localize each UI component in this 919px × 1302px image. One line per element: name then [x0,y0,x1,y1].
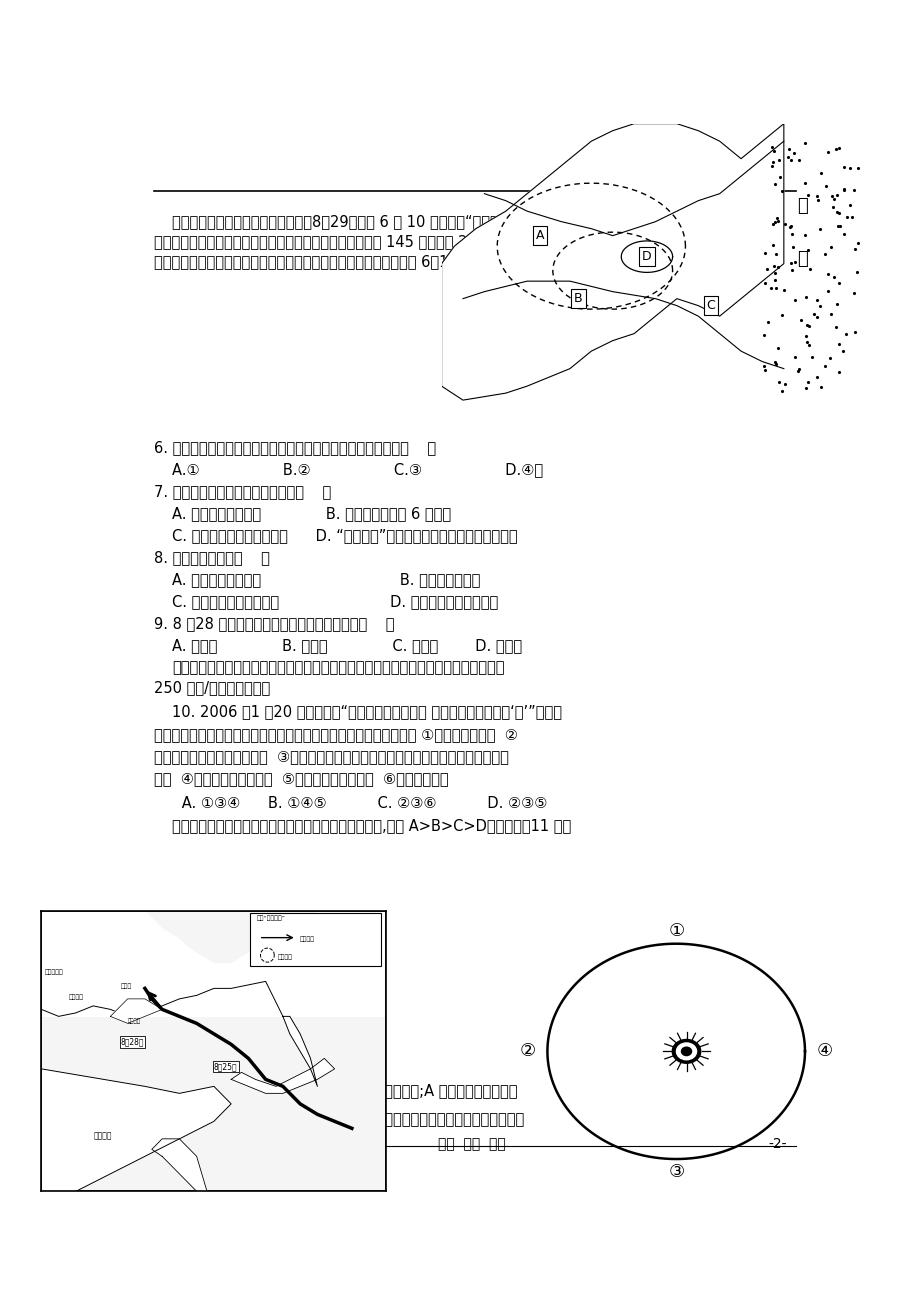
Text: C: C [706,299,715,312]
Text: 奥比尔: 奥比尔 [120,984,131,990]
Text: ③: ③ [667,1163,684,1181]
Polygon shape [110,999,162,1023]
Text: -2-: -2- [768,1137,787,1151]
Text: ④: ④ [815,1043,832,1060]
Text: 易斯安那州新奥尔良市的数个居民区，造成重大人员伤亡。据此回筍 6－10 题。: 易斯安那州新奥尔良市的数个居民区，造成重大人员伤亡。据此回筍 6－10 题。 [154,254,480,270]
Text: 密西西比河: 密西西比河 [45,970,63,975]
Text: 墨西哥湾: 墨西哥湾 [93,1131,111,1141]
Text: 用心  爱心  专心: 用心 爱心 专心 [437,1137,505,1151]
Text: A. 东北风              B. 东南风              C. 西南风        D. 西北风: A. 东北风 B. 东南风 C. 西南风 D. 西北风 [172,638,522,654]
Text: 新奥尔良: 新奥尔良 [69,995,84,1000]
Text: 8月25日: 8月25日 [213,1062,237,1070]
Polygon shape [283,1017,317,1086]
Text: A. 该地区最大的潮汐                              B. 严重的大气污染: A. 该地区最大的潮汐 B. 严重的大气污染 [172,573,480,587]
Text: 和潮是指沿海地区海水通过河流或其他渠道倒流进内陆区域后，水中的盐分达到或超过: 和潮是指沿海地区海水通过河流或其他渠道倒流进内陆区域后，水中的盐分达到或超过 [172,660,504,676]
Circle shape [675,1043,696,1060]
Text: D. 寒潮: D. 寒潮 [154,1029,210,1043]
FancyBboxPatch shape [250,913,380,966]
Text: 图中等値线反映了某地区多年粮食平均单产的分布情况,其中 A>B>C>D。读图完戕11 题。: 图中等値线反映了某地区多年粮食平均单产的分布情况,其中 A>B>C>D。读图完戕… [172,818,571,833]
Text: A: A [535,229,544,242]
Text: 报道了珠江受严重和潮威胁。以下描述中，可成为珠江和潮成因的是 ①南粤大地的干旱  ②: 报道了珠江受严重和潮威胁。以下描述中，可成为珠江和潮成因的是 ①南粤大地的干旱 … [154,727,517,742]
Text: 珠江流域内水库下泄流量增加  ③全球工业生产排放出大量的温室气体以及森林植被的逐渐: 珠江流域内水库下泄流量增加 ③全球工业生产排放出大量的温室气体以及森林植被的逐渐 [154,749,508,764]
Polygon shape [41,1069,231,1191]
Text: 7. 下列关于飙风的叙述，正确的是（    ）: 7. 下列关于飙风的叙述，正确的是（ ） [154,484,331,499]
Text: 湤: 湤 [796,197,807,215]
Text: A. ①③④      B. ①④⑤           C. ②③⑥           D. ②③⑤: A. ①③④ B. ①④⑤ C. ②③⑥ D. ②③⑤ [154,796,547,811]
Text: D: D [641,250,651,263]
Text: 10. 2006 年1 月20 日，某报以“珠三角和潮敏响警钟 水资源大省竟然也叫‘渴’”为题，: 10. 2006 年1 月20 日，某报以“珠三角和潮敏响警钟 水资源大省竟然也… [172,704,562,720]
Text: 8月28日: 8月28日 [120,1038,144,1047]
Text: 据美国全国广播公司报道，当地时间8月29日清晨 6 时 10 分，飙风“卡特里娜”裹胁狂: 据美国全国广播公司报道，当地时间8月29日清晨 6 时 10 分，飙风“卡特里娜… [172,215,540,229]
Polygon shape [441,124,783,400]
Polygon shape [41,911,386,1017]
Text: 恢复  ④天文潮水的顶托作用  ⑤珠江流域内用水量大  ⑥离岸风的吹拂: 恢复 ④天文潮水的顶托作用 ⑤珠江流域内用水量大 ⑥离岸风的吹拂 [154,771,448,786]
Text: A.①                  B.②                  C.③                  D.④点: A.① B.② C.③ D.④点 [172,462,542,477]
Text: B. 泥石流: B. 泥石流 [154,984,218,1000]
Text: 危险区域: 危险区域 [278,954,292,960]
Text: A. 致灾因子强度: A. 致灾因子强度 [154,1074,244,1090]
Text: 250 毫克/升的自然灾害。: 250 毫克/升的自然灾害。 [154,681,270,695]
Text: B. 人类伤亡和财产损失的数量: B. 人类伤亡和财产损失的数量 [154,1096,297,1112]
Text: 飙风“卡特里娜”: 飙风“卡特里娜” [256,915,286,921]
Circle shape [681,1047,691,1056]
Circle shape [672,1039,700,1064]
Text: 6. 该飙风登陆美国时，地球在公转轨道上的位置接近右图中的（    ）: 6. 该飙风登陆美国时，地球在公转轨道上的位置接近右图中的（ ） [154,440,436,454]
Text: 飙风路径: 飙风路径 [300,936,315,943]
Text: 风暴雨在美国墨西哥湾沿岸登陆，登陆时风速达到了每小时 145 英里（约 233 千米），淨没路: 风暴雨在美国墨西哥湾沿岸登陆，登陆时风速达到了每小时 145 英里（约 233 … [154,234,551,250]
Polygon shape [152,1139,207,1191]
Text: B: B [573,292,582,305]
Polygon shape [231,1059,335,1094]
Text: ②: ② [519,1043,536,1060]
Text: 9. 8 月28 日，受飙风影响新奥尔良市的风向是（    ）: 9. 8 月28 日，受飙风影响新奥尔良市的风向是（ ） [154,616,394,631]
Text: A. 会诱发地震和海噜              B. 中心最大风力在 6 级以上: A. 会诱发地震和海噜 B. 中心最大风力在 6 级以上 [172,506,450,521]
Text: 海: 海 [796,250,807,268]
Text: 11、制约该地农业发展的最主要自然灾: 11、制约该地农业发展的最主要自然灾 [154,921,312,935]
Text: C. 形成在太平洋附近洋面上      D. “卡特里娜”为逆时针向中心辐合的大旋涡气流: C. 形成在太平洋附近洋面上 D. “卡特里娜”为逆时针向中心辐合的大旋涡气流 [172,529,517,543]
Text: 8. 这次飙风导致了（    ）: 8. 这次飙风导致了（ ） [154,551,270,565]
Text: A. 地震: A. 地震 [154,962,210,978]
Text: 近阿尔米: 近阿尔米 [128,1018,141,1025]
Text: D. 人类社会和自然资源的损失: D. 人类社会和自然资源的损失 [154,1141,298,1156]
Text: 网上流行的一帖子这样写道:北京人说他风沙多，A 地人就笑了;A 地人说他面积大，新: 网上流行的一帖子这样写道:北京人说他风沙多，A 地人就笑了;A 地人说他面积大，… [172,1083,517,1099]
Text: C. 旱涝: C. 旱涝 [154,1006,210,1021]
Text: C. 孕灾环境大小: C. 孕灾环境大小 [154,1118,244,1134]
Text: 害是（    ）: 害是（ ） [154,940,208,956]
Text: ①: ① [667,922,684,940]
Text: 疆人就笑了；新疆人说他民族多，B 省人就笑了；B 省人说他地势高，西藏人就笑了；西藏人: 疆人就笑了；新疆人说他民族多，B 省人就笑了；B 省人说他地势高，西藏人就笑了；… [154,1111,524,1126]
Text: 12. 衡量灾情大小的标准是（    ）: 12. 衡量灾情大小的标准是（ ） [154,1052,305,1068]
Text: C. 世界粮食价格大幅上升                        D. 世界石油价格大幅上升: C. 世界粮食价格大幅上升 D. 世界石油价格大幅上升 [172,594,498,609]
